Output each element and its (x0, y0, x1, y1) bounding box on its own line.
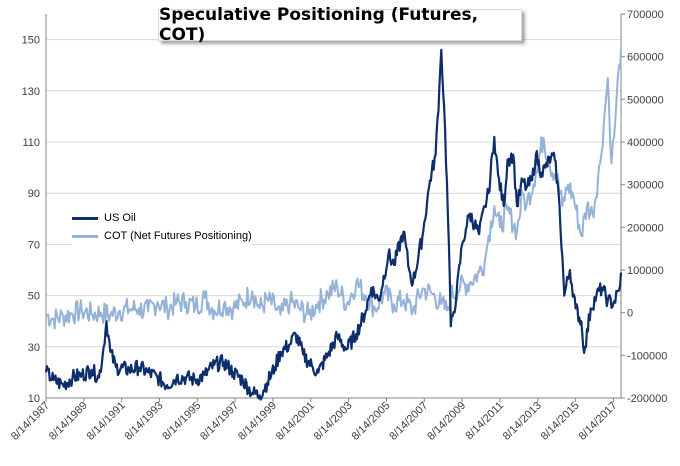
x-tick-label: 8/14/2001 (274, 400, 317, 443)
x-tick-label: 8/14/1989 (47, 400, 90, 443)
x-tick-label: 8/14/2005 (349, 400, 392, 443)
right-tick-label: 0 (627, 308, 633, 320)
x-tick-label: 8/14/2015 (539, 400, 582, 443)
legend-item-cot: COT (Net Futures Positioning) (72, 227, 252, 245)
right-tick-label: -100000 (627, 350, 667, 362)
left-tick-label: 50 (28, 291, 40, 303)
x-tick-label: 8/14/2017 (576, 400, 619, 443)
x-tick-label: 8/14/1993 (123, 400, 166, 443)
legend-swatch-us-oil (72, 216, 98, 220)
x-tick-label: 8/14/2009 (425, 400, 468, 443)
left-tick-label: 30 (28, 342, 40, 354)
left-tick-label: 110 (22, 137, 40, 149)
legend-swatch-cot (72, 234, 98, 238)
left-tick-label: 130 (22, 86, 40, 98)
x-tick-label: 8/14/1997 (198, 400, 241, 443)
right-tick-label: 100000 (627, 265, 664, 277)
right-tick-label: 400000 (627, 137, 664, 149)
x-tick-label: 8/14/1991 (85, 400, 128, 443)
chart-title: Speculative Positioning (Futures, COT) (158, 5, 522, 45)
legend-item-us-oil: US Oil (72, 209, 252, 227)
x-tick-label: 8/14/2007 (387, 400, 430, 443)
right-tick-label: 200000 (627, 222, 664, 234)
x-tick-label: 8/14/1995 (160, 400, 203, 443)
legend-label-us-oil: US Oil (104, 212, 136, 224)
legend-label-cot: COT (Net Futures Positioning) (104, 230, 252, 242)
right-tick-label: 700000 (627, 9, 664, 21)
x-tick-label: 8/14/1999 (236, 400, 279, 443)
left-tick-label: 10 (28, 393, 40, 405)
legend: US Oil COT (Net Futures Positioning) (72, 209, 252, 245)
right-tick-label: 300000 (627, 180, 664, 192)
right-tick-label: 500000 (627, 94, 664, 106)
x-tick-label: 8/14/1987 (9, 400, 52, 443)
x-tick-label: 8/14/2003 (312, 400, 355, 443)
left-tick-label: 90 (28, 188, 40, 200)
left-tick-label: 150 (22, 35, 40, 47)
series-line-cot (45, 50, 622, 330)
right-tick-label: -200000 (627, 393, 667, 405)
series-line-us-oil (44, 48, 623, 401)
left-tick-label: 70 (28, 239, 40, 251)
x-tick-label: 8/14/2013 (501, 400, 544, 443)
x-tick-label: 8/14/2011 (464, 400, 507, 443)
right-tick-label: 600000 (627, 52, 664, 64)
